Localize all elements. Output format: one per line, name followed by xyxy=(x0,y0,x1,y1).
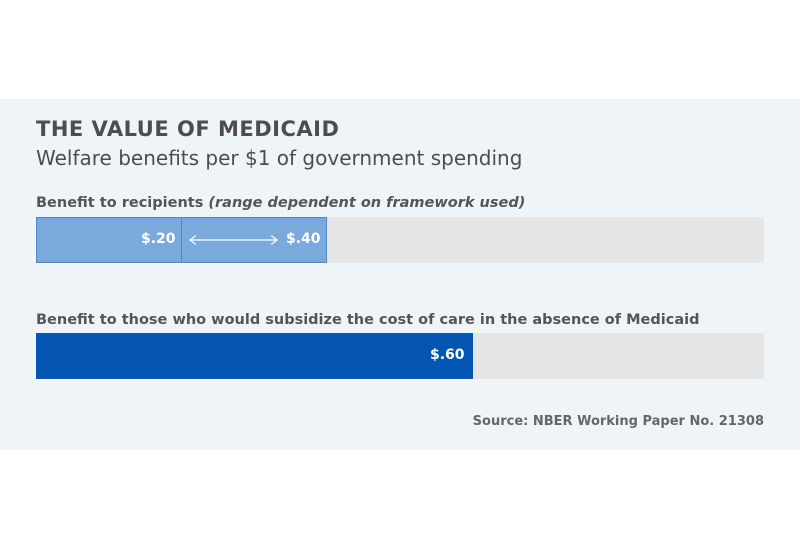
chart-panel xyxy=(0,99,800,450)
chart-title: THE VALUE OF MEDICAID xyxy=(36,117,340,141)
chart-subtitle: Welfare benefits per $1 of government sp… xyxy=(36,146,523,170)
row-label-recipients-text: Benefit to recipients xyxy=(36,195,204,211)
bar-recipients-divider xyxy=(181,217,182,263)
bar-recipients-low xyxy=(36,217,182,263)
source-note: Source: NBER Working Paper No. 21308 xyxy=(472,414,764,429)
bar-recipients-low-label: $.20 xyxy=(141,231,176,247)
bar-track-recipients: $.20 $.40 xyxy=(36,217,764,263)
row-label-recipients-note: (range dependent on framework used) xyxy=(208,195,526,211)
row-label-subsidizers: Benefit to those who would subsidize the… xyxy=(36,312,700,328)
bar-subsidizers xyxy=(36,333,473,379)
bar-subsidizers-label: $.60 xyxy=(430,347,465,363)
bar-recipients-high-label: $.40 xyxy=(286,231,321,247)
bar-track-subsidizers: $.60 xyxy=(36,333,764,379)
row-label-recipients: Benefit to recipients (range dependent o… xyxy=(36,195,525,211)
double-arrow-icon xyxy=(188,235,279,245)
